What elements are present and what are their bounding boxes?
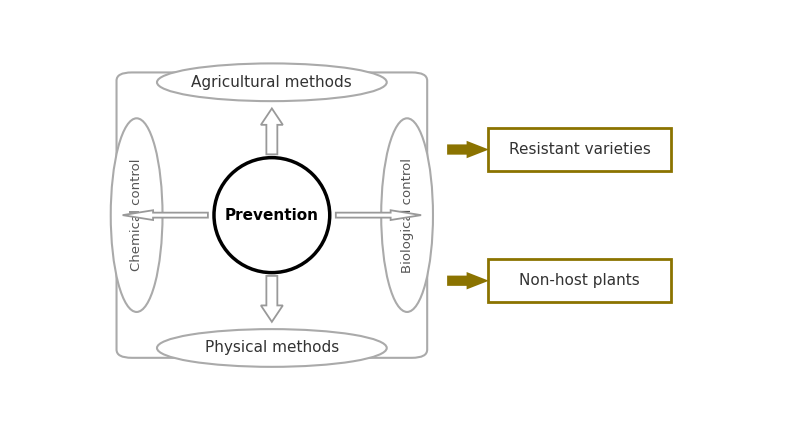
- Ellipse shape: [381, 118, 433, 312]
- Polygon shape: [449, 274, 485, 288]
- Text: Resistant varieties: Resistant varieties: [509, 142, 651, 157]
- Ellipse shape: [214, 158, 330, 273]
- Polygon shape: [336, 210, 421, 220]
- FancyBboxPatch shape: [488, 259, 671, 302]
- Text: Chemical control: Chemical control: [130, 159, 143, 271]
- Ellipse shape: [157, 63, 387, 101]
- FancyBboxPatch shape: [488, 128, 671, 171]
- Ellipse shape: [111, 118, 163, 312]
- Polygon shape: [261, 276, 283, 322]
- Text: Physical methods: Physical methods: [204, 340, 339, 355]
- Polygon shape: [123, 210, 208, 220]
- Text: Non-host plants: Non-host plants: [519, 273, 640, 288]
- Text: Biological control: Biological control: [401, 158, 413, 273]
- FancyBboxPatch shape: [116, 72, 428, 358]
- Polygon shape: [261, 109, 283, 154]
- Ellipse shape: [157, 329, 387, 367]
- Polygon shape: [449, 143, 485, 156]
- Text: Agricultural methods: Agricultural methods: [192, 75, 352, 90]
- Text: Prevention: Prevention: [225, 207, 319, 223]
